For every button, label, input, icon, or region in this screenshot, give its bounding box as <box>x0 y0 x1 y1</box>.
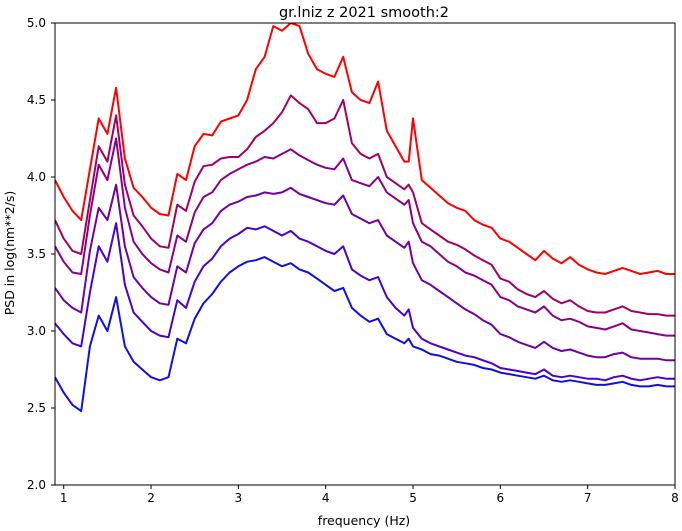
series-line-2 <box>55 94 675 317</box>
plot-frame <box>54 22 676 486</box>
y-tick-label: 4.5 <box>27 93 46 107</box>
series-line-4 <box>55 183 675 362</box>
y-tick-label: 5.0 <box>27 16 46 30</box>
series-line-3 <box>55 137 675 337</box>
x-tick-label: 4 <box>322 491 330 505</box>
chart-title: gr.lniz z 2021 smooth:2 <box>279 5 449 21</box>
y-tick-label: 3.0 <box>27 324 46 338</box>
x-tick-label: 6 <box>497 491 505 505</box>
y-tick-label: 2.5 <box>27 401 46 415</box>
x-tick-label: 1 <box>60 491 68 505</box>
x-axis-label: frequency (Hz) <box>318 513 410 528</box>
series-line-5 <box>55 222 675 382</box>
x-tick-label: 8 <box>671 491 679 505</box>
x-tick-label: 5 <box>409 491 417 505</box>
x-tick-label: 3 <box>235 491 243 505</box>
series-line-6 <box>55 256 675 413</box>
series-layer <box>55 23 675 413</box>
series-line-1 <box>55 23 675 275</box>
y-axis-label: PSD in log(nm**2/s) <box>2 191 17 316</box>
x-tick-label: 2 <box>147 491 155 505</box>
y-tick-label: 4.0 <box>27 170 46 184</box>
y-tick-label: 3.5 <box>27 247 46 261</box>
axes-layer: 1 2 3 4 5 6 7 8 2.0 2.5 3.0 3.5 4.0 4.5 5.0 <box>27 16 679 505</box>
y-tick-label: 2.0 <box>27 478 46 492</box>
x-tick-label: 7 <box>584 491 592 505</box>
